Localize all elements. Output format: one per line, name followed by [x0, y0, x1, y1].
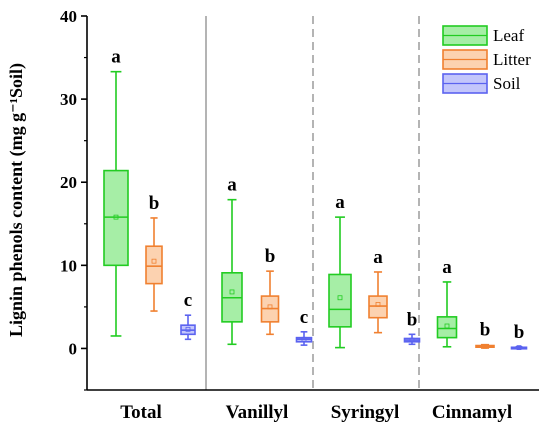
box-leaf-vanillyl: a	[221, 175, 243, 346]
significance-letter: a	[335, 192, 345, 213]
significance-letter: a	[442, 257, 452, 278]
box-litter-total: b	[145, 193, 163, 312]
significance-letter: b	[480, 320, 491, 341]
box-soil-total: c	[180, 290, 196, 341]
legend: Leaf Litter Soil	[442, 25, 531, 94]
mean-marker	[375, 301, 381, 307]
x-category-label: Vanillyl	[226, 402, 289, 423]
significance-letter: b	[265, 246, 276, 267]
box-litter-cinnamyl: b	[475, 320, 495, 349]
mean-marker	[113, 214, 119, 220]
box-iqr	[103, 169, 129, 267]
mean-marker	[516, 345, 522, 351]
y-tick-label: 0	[69, 339, 78, 358]
significance-letter: a	[373, 247, 383, 268]
box-iqr	[368, 295, 388, 319]
box-soil-vanillyl: c	[295, 307, 313, 346]
mean-marker	[337, 295, 343, 301]
significance-letter: b	[407, 309, 418, 330]
plot-layer: a a a a b b a b c c b b 0 10 20 30 40 Total Vanillyl Syring…	[60, 7, 539, 423]
significance-letter: a	[227, 175, 237, 196]
mean-marker	[482, 343, 488, 349]
significance-letter: b	[149, 193, 160, 214]
x-category-label: Syringyl	[331, 402, 400, 423]
box-iqr	[328, 273, 352, 328]
box-leaf-syringyl: a	[328, 192, 352, 349]
mean-marker	[185, 326, 191, 332]
significance-letter: a	[111, 47, 121, 68]
box-litter-vanillyl: b	[260, 246, 280, 336]
y-axis-title: Lignin phenols content (mg g⁻¹Soil)	[6, 63, 27, 337]
significance-letter: c	[184, 290, 192, 311]
box-leaf-cinnamyl: a	[436, 257, 458, 348]
x-category-label: Total	[120, 402, 162, 423]
mean-marker	[444, 323, 450, 329]
legend-label-soil: Soil	[493, 74, 521, 93]
legend-label-litter: Litter	[493, 50, 531, 69]
box-soil-cinnamyl: b	[510, 322, 528, 351]
y-tick-label: 10	[60, 256, 77, 275]
box-litter-syringyl: a	[368, 247, 388, 334]
x-category-label: Cinnamyl	[432, 402, 512, 423]
mean-marker	[151, 258, 157, 264]
y-tick-label: 20	[60, 173, 77, 192]
box-iqr	[145, 245, 163, 285]
y-tick-label: 40	[60, 7, 77, 26]
y-tick-label: 30	[60, 90, 77, 109]
mean-marker	[301, 336, 307, 342]
mean-marker	[229, 289, 235, 295]
box-iqr	[436, 316, 458, 339]
significance-letter: c	[300, 307, 308, 328]
mean-marker	[409, 337, 415, 343]
legend-label-leaf: Leaf	[493, 26, 524, 45]
mean-marker	[267, 304, 273, 310]
significance-letter: b	[514, 322, 525, 343]
box-soil-syringyl: b	[403, 309, 421, 346]
box-leaf-total: a	[103, 47, 129, 337]
